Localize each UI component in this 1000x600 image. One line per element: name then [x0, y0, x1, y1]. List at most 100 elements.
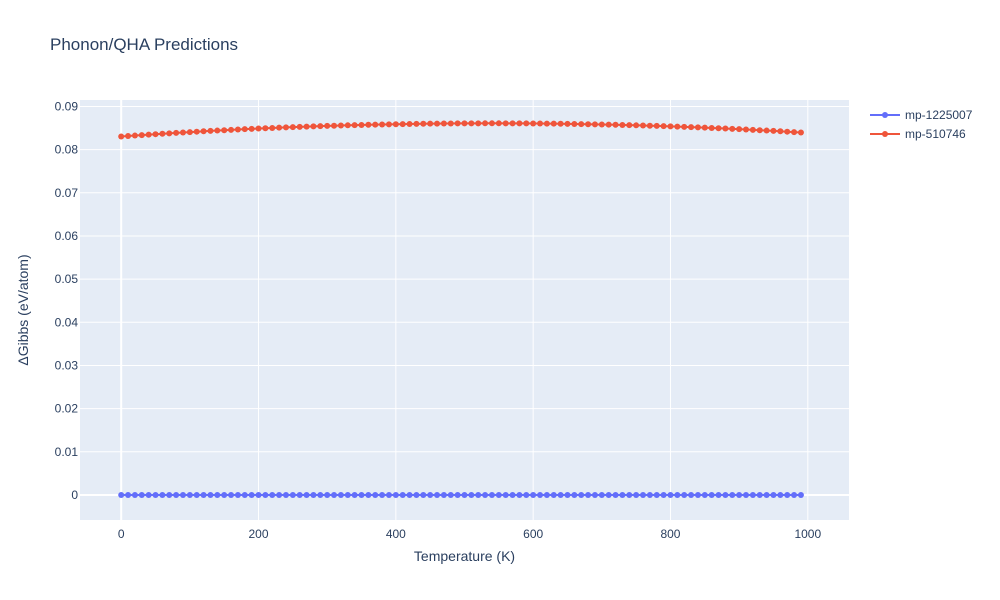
data-point: [447, 491, 454, 498]
data-point: [166, 130, 173, 137]
data-point: [207, 491, 214, 498]
data-point: [440, 491, 447, 498]
data-point: [674, 123, 681, 130]
data-point: [118, 491, 125, 498]
data-point: [413, 120, 420, 127]
y-tick-label: 0.09: [55, 99, 79, 113]
data-point: [159, 491, 166, 498]
data-point: [276, 124, 283, 131]
data-point: [331, 491, 338, 498]
grid: [80, 100, 849, 520]
data-point: [228, 491, 235, 498]
data-point: [653, 122, 660, 129]
data-point: [331, 122, 338, 129]
data-point: [756, 127, 763, 134]
data-point: [763, 127, 770, 134]
data-point: [667, 491, 674, 498]
x-axis: 0 200 400 600 800 1000: [118, 527, 822, 541]
data-point: [166, 491, 173, 498]
data-point: [282, 124, 289, 131]
data-point: [152, 131, 159, 138]
data-point: [502, 491, 509, 498]
data-point: [475, 491, 482, 498]
data-point: [138, 491, 145, 498]
data-point: [179, 491, 186, 498]
data-point: [729, 491, 736, 498]
data-point: [193, 491, 200, 498]
data-point: [385, 121, 392, 128]
data-point: [784, 491, 791, 498]
data-point: [646, 491, 653, 498]
data-point: [310, 491, 317, 498]
data-point: [537, 120, 544, 127]
data-point: [791, 491, 798, 498]
data-point: [564, 491, 571, 498]
data-point: [310, 123, 317, 130]
data-point: [660, 123, 667, 130]
data-point: [516, 120, 523, 127]
data-point: [626, 122, 633, 129]
data-point: [694, 124, 701, 131]
legend-item-mp-510746[interactable]: mp-510746: [870, 127, 966, 141]
data-point: [749, 126, 756, 133]
data-point: [722, 491, 729, 498]
data-point: [482, 491, 489, 498]
data-point: [688, 491, 695, 498]
data-point: [324, 122, 331, 129]
data-point: [550, 120, 557, 127]
data-point: [186, 491, 193, 498]
data-point: [756, 491, 763, 498]
x-tick-label: 1000: [794, 527, 821, 541]
data-point: [234, 491, 241, 498]
data-point: [701, 124, 708, 131]
data-point: [509, 491, 516, 498]
y-tick-label: 0.08: [55, 143, 79, 157]
data-point: [131, 132, 138, 139]
legend-label: mp-510746: [905, 127, 966, 141]
data-point: [640, 491, 647, 498]
data-point: [619, 491, 626, 498]
data-point: [200, 491, 207, 498]
data-point: [550, 491, 557, 498]
data-point: [118, 133, 125, 140]
data-point: [598, 121, 605, 128]
data-point: [468, 491, 475, 498]
data-point: [289, 491, 296, 498]
data-point: [399, 121, 406, 128]
series-layer: [118, 120, 804, 498]
data-point: [715, 125, 722, 132]
data-point: [591, 121, 598, 128]
data-point: [633, 122, 640, 129]
data-point: [241, 126, 248, 133]
data-point: [399, 491, 406, 498]
legend[interactable]: mp-1225007 mp-510746: [870, 108, 973, 141]
x-tick-label: 200: [249, 527, 269, 541]
data-point: [214, 491, 221, 498]
x-axis-title: Temperature (K): [414, 548, 515, 564]
data-point: [262, 491, 269, 498]
legend-marker: [882, 131, 888, 137]
data-point: [365, 121, 372, 128]
legend-item-mp-1225007[interactable]: mp-1225007: [870, 108, 973, 122]
data-point: [591, 491, 598, 498]
data-point: [262, 125, 269, 132]
data-point: [708, 124, 715, 131]
data-point: [186, 129, 193, 136]
data-point: [276, 491, 283, 498]
data-point: [296, 491, 303, 498]
data-point: [784, 128, 791, 135]
data-point: [612, 121, 619, 128]
data-point: [475, 120, 482, 127]
x-tick-label: 600: [523, 527, 543, 541]
data-point: [420, 120, 427, 127]
series-mp-510746: [118, 120, 804, 140]
data-point: [337, 122, 344, 129]
data-point: [131, 491, 138, 498]
data-point: [674, 491, 681, 498]
data-point: [640, 122, 647, 129]
data-point: [770, 491, 777, 498]
data-point: [578, 121, 585, 128]
data-point: [653, 491, 660, 498]
data-point: [749, 491, 756, 498]
data-point: [200, 128, 207, 135]
